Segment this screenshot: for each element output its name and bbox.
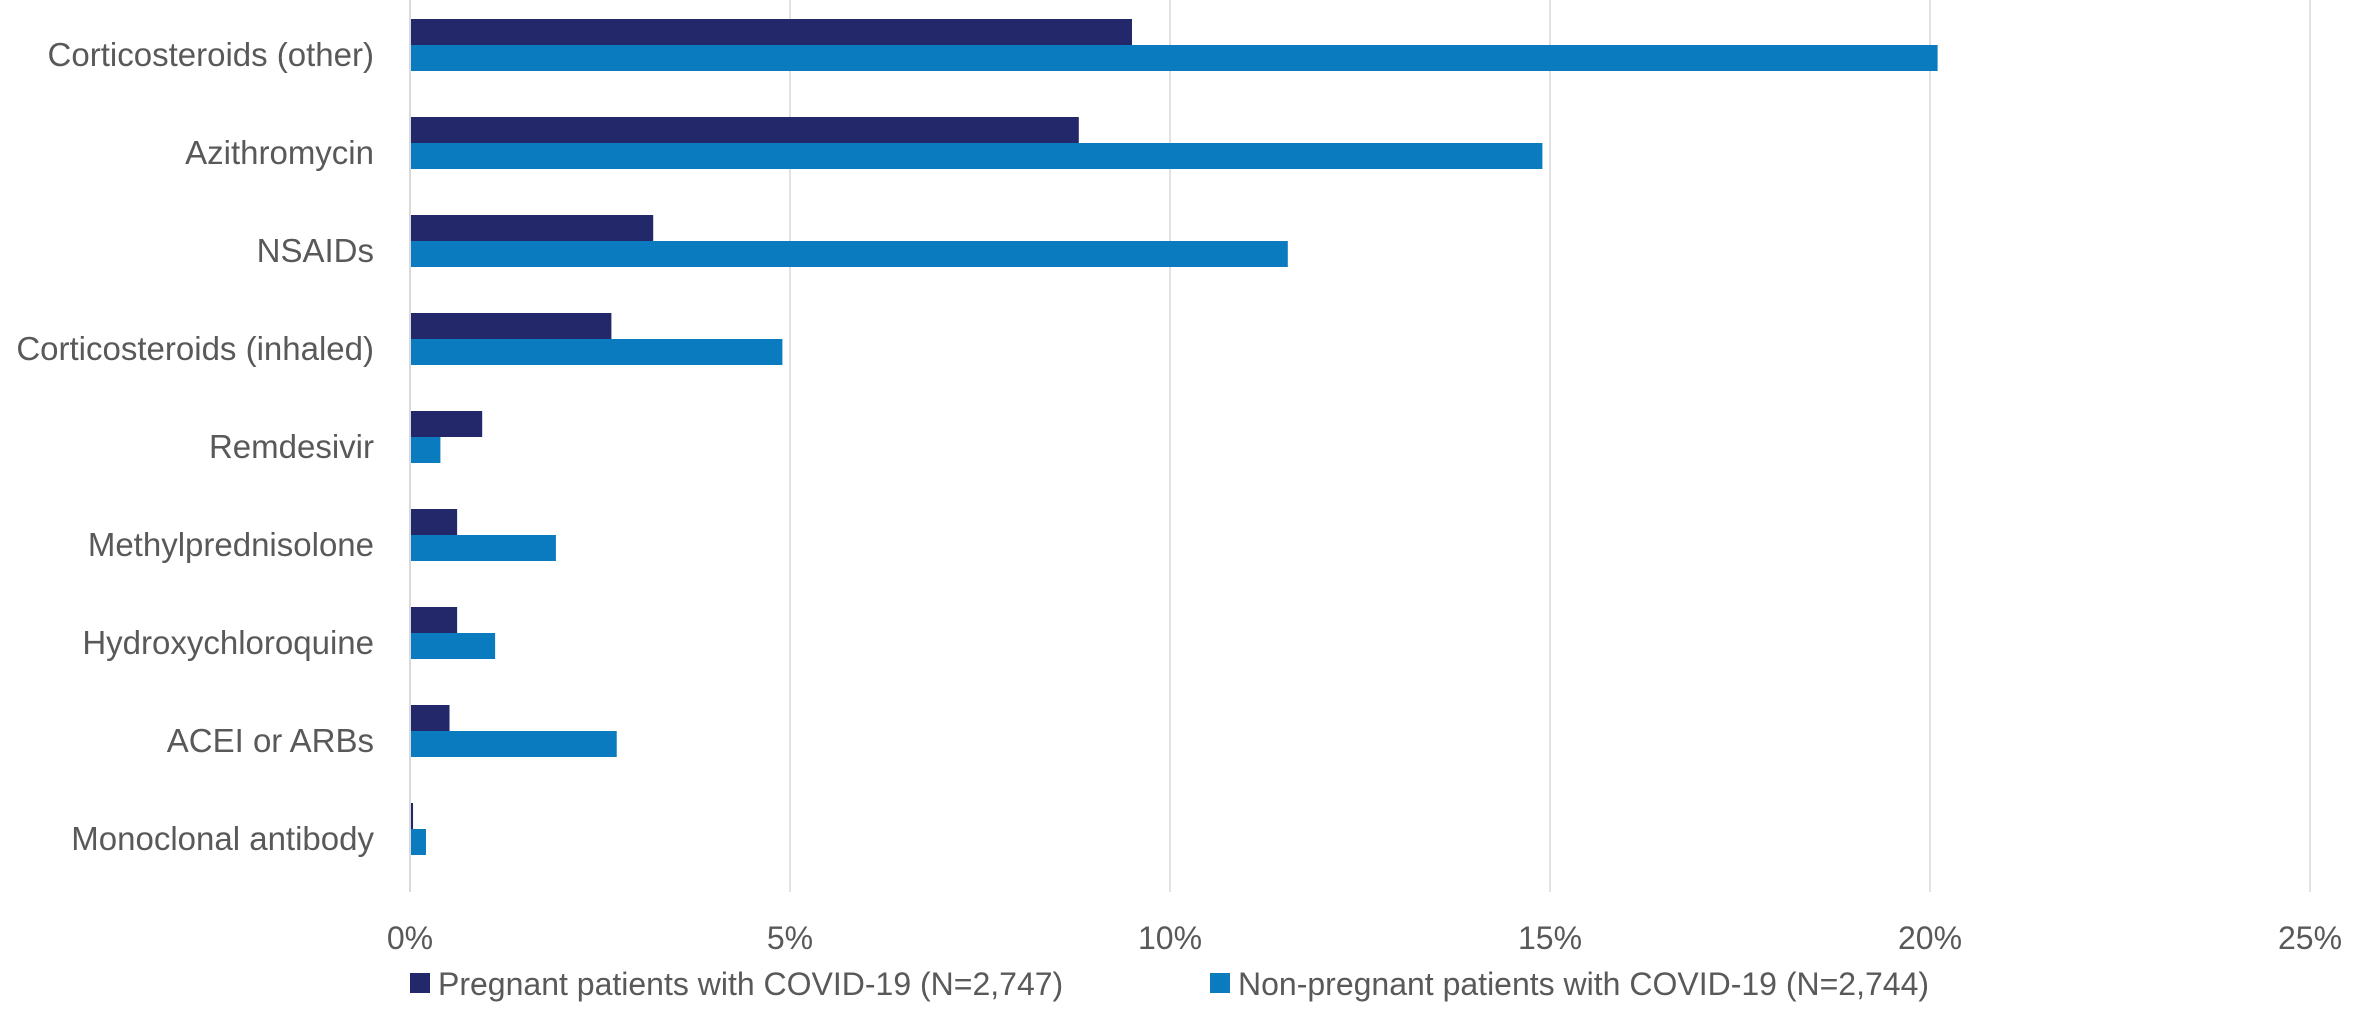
bar-non-pregnant [410,633,496,659]
bar-pregnant [410,509,458,535]
bar-pregnant [410,117,1079,143]
category-label: NSAIDs [257,232,374,269]
x-tick-label: 0% [387,920,433,956]
bar-non-pregnant [410,437,441,463]
bar-pregnant [410,803,414,829]
legend-label: Non-pregnant patients with COVID-19 (N=2… [1238,966,1929,1002]
legend-label: Pregnant patients with COVID-19 (N=2,747… [438,966,1063,1002]
legend-swatch [1210,973,1230,993]
bar-pregnant [410,313,612,339]
bar-non-pregnant [410,241,1288,267]
bar-pregnant [410,705,450,731]
x-tick-label: 25% [2278,920,2342,956]
bar-non-pregnant [410,829,426,855]
bar-pregnant [410,19,1132,45]
category-label: Corticosteroids (inhaled) [16,330,374,367]
category-label: Monoclonal antibody [71,820,374,857]
category-label: Hydroxychloroquine [82,624,374,661]
bar-non-pregnant [410,143,1543,169]
category-label: Azithromycin [185,134,374,171]
axes: 0% 5% 10% 15% 20% 25% Corticosteroids (other) A… [16,0,2342,956]
bars [410,19,1938,855]
x-tick-label: 10% [1138,920,1202,956]
bar-pregnant [410,607,458,633]
legend-swatch [410,973,430,993]
category-label: Remdesivir [209,428,374,465]
legend: Pregnant patients with COVID-19 (N=2,747… [410,966,1929,1002]
x-tick-label: 5% [767,920,813,956]
category-label: Methylprednisolone [88,526,374,563]
x-tick-label: 20% [1898,920,1962,956]
bar-non-pregnant [410,45,1938,71]
bar-non-pregnant [410,535,556,561]
bar-non-pregnant [410,731,617,757]
category-label: ACEI or ARBs [167,722,374,759]
x-tick-label: 15% [1518,920,1582,956]
bar-pregnant [410,411,483,437]
bar-non-pregnant [410,339,783,365]
category-label: Corticosteroids (other) [48,36,374,73]
bar-pregnant [410,215,654,241]
